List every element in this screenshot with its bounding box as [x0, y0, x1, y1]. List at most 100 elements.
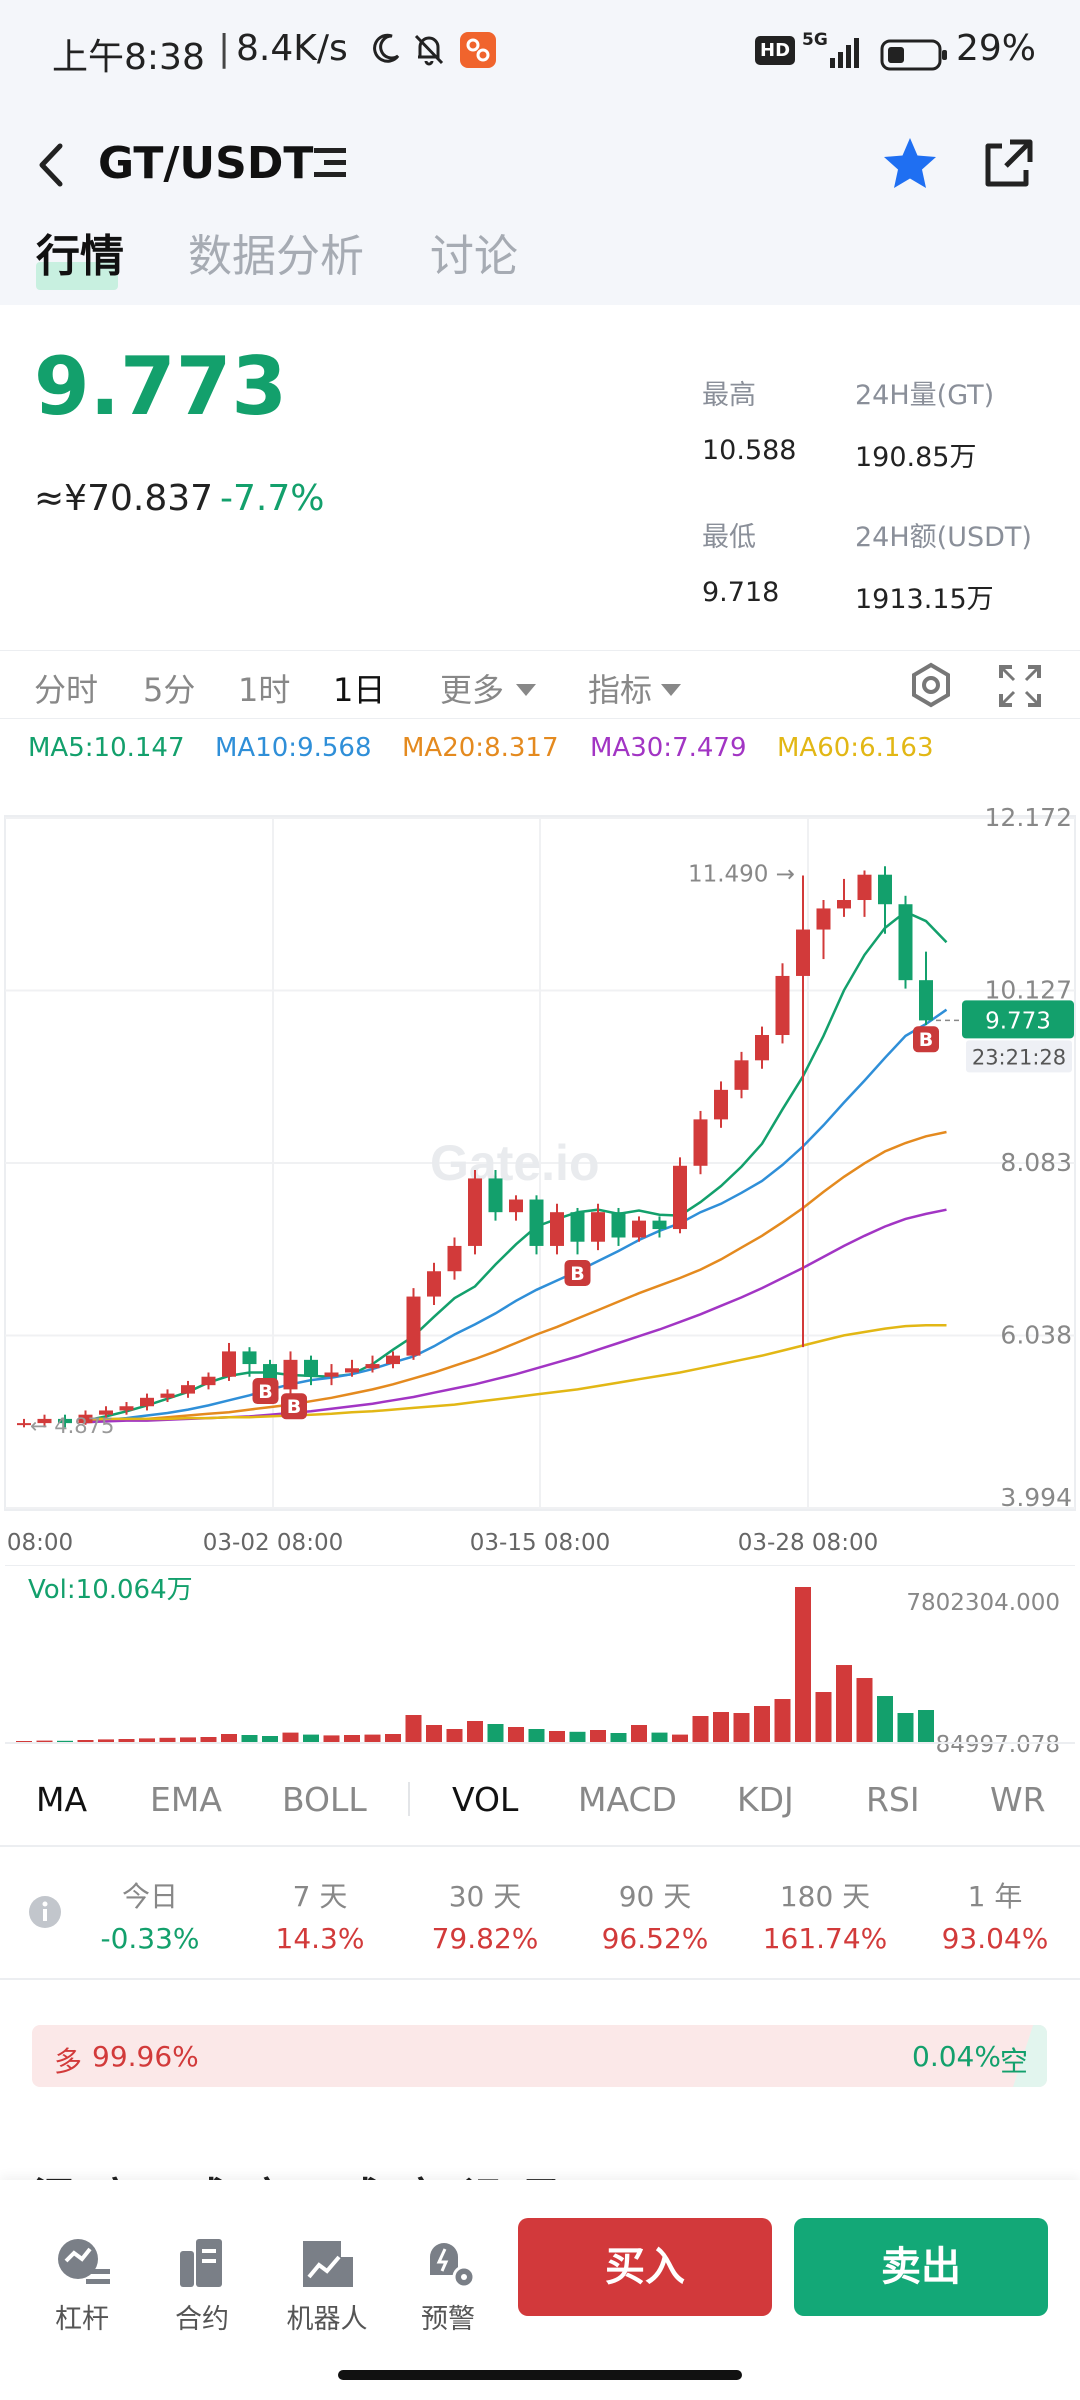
pair-title[interactable]: GT/USDT: [98, 138, 314, 189]
price-alert-button[interactable]: 预警: [398, 2235, 498, 2336]
candle-body: [837, 900, 851, 909]
candle-body: [365, 1364, 380, 1369]
alert-label: 预警: [421, 2304, 475, 2335]
volume-bar: [118, 1739, 135, 1743]
candle-body: [406, 1296, 421, 1356]
volume-bar: [221, 1734, 237, 1743]
perf-value-30d: 79.82%: [431, 1922, 539, 1955]
chart-settings-icon[interactable]: [908, 662, 954, 712]
candle-body: [796, 929, 810, 976]
pair-switch-icon[interactable]: [310, 138, 350, 190]
indicator-ma[interactable]: MA: [36, 1780, 88, 1819]
bell-off-icon: [410, 30, 448, 72]
perf-label-today: 今日: [121, 1880, 178, 1913]
volume-chart[interactable]: Vol:10.064万 7802304.000 84997.078: [0, 1565, 1080, 1760]
alert-icon: [418, 2235, 478, 2291]
volume-bar: [159, 1737, 176, 1743]
candlestick-chart[interactable]: Gate.io 12.172 10.127 8.083 6.038 3.994 08:0…: [0, 790, 1080, 1590]
candle-body: [693, 1119, 708, 1166]
tab-data-analysis[interactable]: 数据分析: [188, 231, 364, 282]
header: GT/USDT: [0, 110, 1080, 220]
volume-min-label: 84997.078: [936, 1732, 1060, 1758]
perf-value-90d: 96.52%: [601, 1922, 709, 1955]
current-price-tag-text: 9.773: [985, 1008, 1051, 1034]
sell-button[interactable]: 卖出: [794, 2218, 1048, 2316]
interval-1h[interactable]: 1时: [238, 671, 291, 709]
candle-body: [427, 1271, 441, 1297]
share-icon[interactable]: [980, 136, 1036, 196]
candle-body: [550, 1212, 564, 1246]
long-short-ratio-bar: [32, 2025, 1047, 2087]
interval-indicator[interactable]: 指标: [588, 671, 653, 709]
indicator-ema[interactable]: EMA: [150, 1780, 222, 1819]
short-label: 空: [1000, 2045, 1029, 2078]
candle-body: [529, 1199, 544, 1246]
candle-body: [898, 904, 913, 981]
y-tick-label: 10.127: [985, 976, 1072, 1005]
interval-timeline[interactable]: 分时: [34, 671, 99, 709]
leverage-button[interactable]: 杠杆: [32, 2235, 132, 2336]
volume-bar: [815, 1692, 832, 1743]
status-time: 上午8:38: [52, 37, 205, 78]
long-label: 多: [54, 2045, 83, 2078]
hd-badge: HD: [755, 36, 796, 65]
interval-1d[interactable]: 1日: [333, 671, 386, 709]
network-type: 5G: [802, 30, 828, 50]
candle-body: [652, 1220, 667, 1230]
last-price: 9.773: [34, 340, 288, 433]
x-axis: 08:00 03-02 08:00 03-15 08:00 03-28 08:00: [7, 1530, 878, 1556]
buy-marker: [913, 1026, 939, 1053]
battery-percent: 29%: [956, 28, 1037, 69]
buy-button[interactable]: 买入: [518, 2218, 772, 2316]
indicator-rsi[interactable]: RSI: [866, 1780, 920, 1819]
candle-body: [673, 1165, 687, 1230]
volume-bar: [733, 1713, 750, 1743]
volume-bar: [364, 1734, 381, 1743]
candle-body: [611, 1212, 626, 1238]
trading-bot-button[interactable]: 机器人: [272, 2235, 382, 2336]
tab-market[interactable]: 行情: [36, 231, 124, 282]
indicator-boll[interactable]: BOLL: [282, 1780, 367, 1819]
indicator-wr[interactable]: WR: [990, 1780, 1046, 1819]
contract-button[interactable]: 合约: [152, 2235, 252, 2336]
volume-bar: [672, 1734, 688, 1743]
volume-bar: [487, 1724, 504, 1743]
candle-body: [632, 1220, 646, 1238]
ma60-label: MA60:6.163: [777, 733, 934, 763]
more-dropdown-icon[interactable]: [515, 682, 537, 701]
info-icon[interactable]: [28, 1895, 62, 1933]
volume-bar: [569, 1731, 586, 1743]
indicator-vol[interactable]: VOL: [452, 1780, 519, 1819]
volume-bar: [508, 1727, 524, 1743]
volume-bar: [918, 1710, 934, 1743]
volume-bar: [77, 1740, 94, 1743]
x-tick-label: 03-02 08:00: [203, 1530, 343, 1556]
low-value: 9.718: [702, 577, 780, 608]
volume-max-label: 7802304.000: [906, 1590, 1060, 1616]
interval-5m[interactable]: 5分: [143, 671, 196, 709]
y-tick-label: 3.994: [1000, 1483, 1072, 1512]
perf-label-180d: 180 天: [779, 1880, 871, 1913]
volume-label: 24H量(GT): [855, 380, 995, 411]
volume-bar: [180, 1737, 196, 1743]
tab-discussion[interactable]: 讨论: [430, 231, 518, 282]
home-indicator[interactable]: [338, 2370, 742, 2380]
volume-bar: [139, 1738, 155, 1743]
fullscreen-icon[interactable]: [998, 664, 1042, 712]
indicator-dropdown-icon[interactable]: [660, 682, 682, 701]
perf-label-7d: 7 天: [292, 1880, 348, 1913]
volume-label: Vol:10.064万: [28, 1575, 193, 1605]
high-price-marker: 11.490 →: [688, 862, 795, 888]
candle-body: [775, 975, 790, 1036]
back-icon[interactable]: [32, 140, 68, 194]
volume-bar: [631, 1725, 647, 1743]
candle-body: [345, 1368, 359, 1373]
indicator-kdj[interactable]: KDJ: [737, 1780, 794, 1819]
indicator-macd[interactable]: MACD: [578, 1780, 677, 1819]
interval-more[interactable]: 更多: [440, 671, 505, 709]
leverage-icon: [52, 2235, 112, 2291]
page-tabs: 行情 数据分析 讨论: [0, 220, 1080, 305]
favorite-star-icon[interactable]: [880, 134, 940, 198]
candle-body: [878, 874, 892, 905]
candle-body: [755, 1035, 769, 1061]
